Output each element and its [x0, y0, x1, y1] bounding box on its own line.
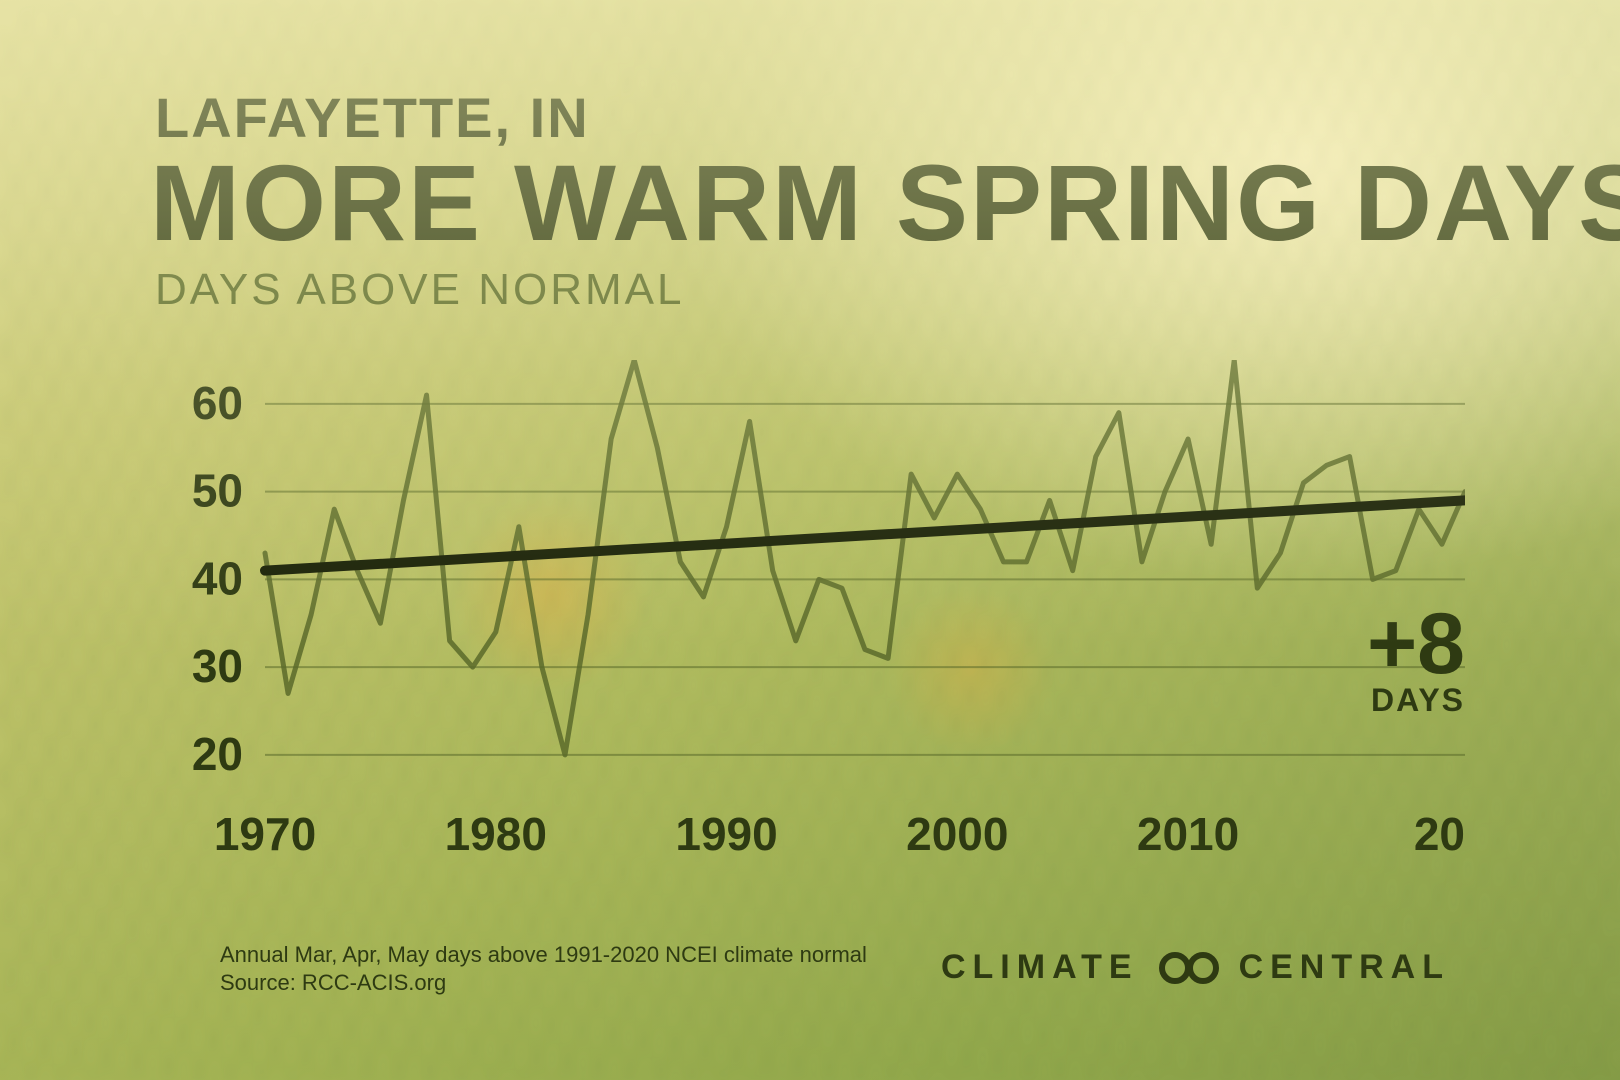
infographic-canvas: LAFAYETTE, IN MORE WARM SPRING DAYS DAYS…: [0, 0, 1620, 1080]
y-tick-label: 30: [192, 640, 243, 692]
brand-logo: CLIMATE CENTRAL: [941, 948, 1450, 987]
x-tick-label: 2000: [906, 808, 1008, 860]
brand-word-right: CENTRAL: [1239, 948, 1450, 987]
x-tick-label: 2010: [1137, 808, 1239, 860]
brand-word-left: CLIMATE: [941, 948, 1139, 987]
footnote-description: Annual Mar, Apr, May days above 1991-202…: [220, 942, 867, 968]
x-tick-label: 1970: [214, 808, 316, 860]
x-tick-label: 2022: [1414, 808, 1465, 860]
x-tick-label: 1980: [445, 808, 547, 860]
y-tick-label: 40: [192, 552, 243, 604]
main-title: MORE WARM SPRING DAYS: [150, 140, 1620, 265]
y-tick-label: 60: [192, 377, 243, 429]
subtitle: DAYS ABOVE NORMAL: [155, 265, 684, 315]
y-tick-label: 50: [192, 465, 243, 517]
callout-value: +8: [1367, 596, 1465, 692]
line-chart: 20 30 40 50 60 1970 1980 1990 2000 2010 2022 +8DAYS: [155, 360, 1465, 920]
footnote-source: Source: RCC-ACIS.org: [220, 970, 446, 996]
y-tick-label: 20: [192, 728, 243, 780]
callout-unit: DAYS: [1371, 682, 1465, 718]
x-tick-label: 1990: [675, 808, 777, 860]
brand-mark-icon: [1153, 951, 1225, 985]
